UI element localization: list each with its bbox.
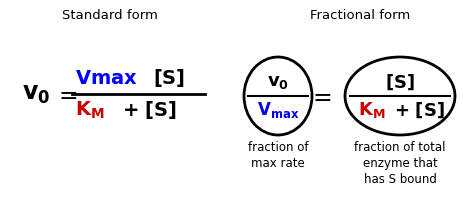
Text: $\mathbf{V_{max}}$: $\mathbf{V_{max}}$ bbox=[257, 100, 299, 120]
Text: $\mathbf{v_0}$: $\mathbf{v_0}$ bbox=[22, 82, 50, 106]
Text: $=$: $=$ bbox=[308, 84, 332, 108]
Text: $\mathbf{v_0}$: $\mathbf{v_0}$ bbox=[267, 73, 289, 91]
Text: $\mathbf{K_M}$: $\mathbf{K_M}$ bbox=[358, 100, 385, 120]
Text: $\mathbf{Vmax}$: $\mathbf{Vmax}$ bbox=[75, 69, 138, 88]
Text: $\mathbf{+\ [S]}$: $\mathbf{+\ [S]}$ bbox=[122, 99, 177, 121]
Text: Fractional form: Fractional form bbox=[310, 9, 410, 22]
Text: $\mathbf{[S]}$: $\mathbf{[S]}$ bbox=[153, 67, 185, 89]
Text: $\mathbf{[S]}$: $\mathbf{[S]}$ bbox=[385, 72, 415, 92]
Text: $\mathbf{+\ [S]}$: $\mathbf{+\ [S]}$ bbox=[394, 100, 445, 120]
Text: $\mathbf{K_M}$: $\mathbf{K_M}$ bbox=[75, 99, 105, 121]
Text: fraction of total
enzyme that
has S bound: fraction of total enzyme that has S boun… bbox=[354, 141, 446, 186]
Text: $=$: $=$ bbox=[54, 82, 78, 106]
Text: fraction of
max rate: fraction of max rate bbox=[248, 141, 308, 170]
Text: Standard form: Standard form bbox=[62, 9, 158, 22]
